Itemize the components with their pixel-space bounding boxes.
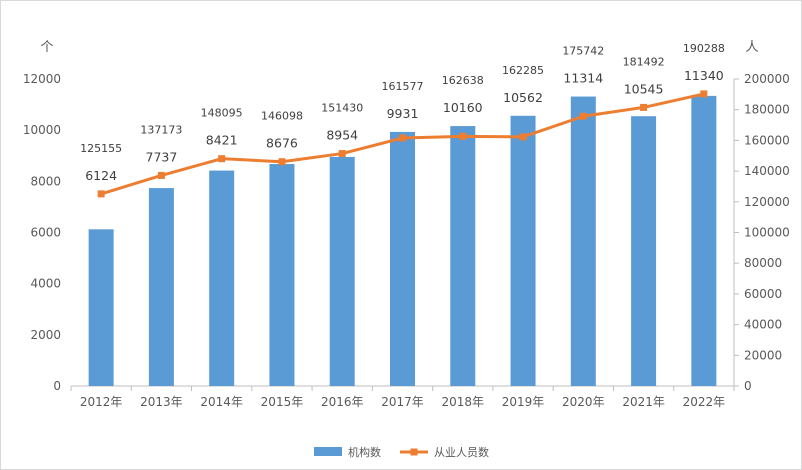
line-data-label: 125155: [80, 142, 122, 155]
bar: [88, 229, 114, 386]
bars: [88, 95, 717, 387]
line-data-label: 151430: [321, 102, 363, 115]
bar-data-label: 8421: [206, 133, 238, 148]
y-left-tick-label: 0: [53, 379, 61, 393]
line-data-label: 175742: [562, 45, 604, 58]
legend-label-bar: 机构数: [348, 445, 381, 459]
y-right-tick-label: 180000: [744, 103, 790, 117]
y-right-tick-label: 200000: [744, 72, 790, 86]
y-left-tick-label: 6000: [30, 226, 61, 240]
y-left-tick-label: 8000: [30, 174, 61, 188]
line-point: [157, 171, 165, 179]
x-tick-label: 2021年: [622, 395, 665, 409]
bar-data-label: 8676: [266, 136, 298, 151]
bar: [450, 126, 476, 386]
x-tick-label: 2022年: [683, 395, 726, 409]
line-data-label: 146098: [261, 110, 303, 123]
x-tick-label: 2019年: [502, 395, 545, 409]
line-point: [459, 132, 467, 140]
bar-data-label: 11314: [563, 71, 603, 86]
bar-data-label: 9931: [387, 106, 419, 121]
line-point: [278, 158, 286, 166]
bar-data-label: 11340: [684, 68, 724, 83]
y-left-tick-label: 12000: [23, 72, 61, 86]
x-tick-label: 2018年: [441, 395, 484, 409]
y-right-tick-label: 160000: [744, 133, 790, 147]
bar-data-label: 8954: [326, 128, 358, 143]
line-series: [97, 90, 708, 198]
y-left-unit: 个: [40, 40, 53, 55]
y-left-tick-label: 2000: [30, 328, 61, 342]
bar: [510, 115, 536, 387]
x-tick-label: 2016年: [321, 395, 364, 409]
bar: [691, 95, 717, 386]
x-tick-label: 2013年: [140, 395, 183, 409]
x-tick-label: 2012年: [80, 395, 123, 409]
y-left-tick-label: 10000: [23, 123, 61, 137]
legend: 机构数 从业人员数: [314, 445, 489, 459]
line-point: [640, 103, 648, 111]
bar-data-label: 10160: [443, 100, 483, 115]
bar: [148, 188, 174, 386]
y-right-unit: 人: [745, 40, 758, 55]
bar-data-label: 10562: [503, 90, 543, 105]
y-right-tick-label: 0: [744, 379, 752, 393]
x-tick-label: 2017年: [381, 395, 424, 409]
line-point: [97, 190, 105, 198]
y-right-tick-label: 40000: [744, 318, 782, 332]
y-right-tick-label: 100000: [744, 226, 790, 240]
line-point: [218, 155, 226, 163]
line-data-label: 137173: [140, 123, 182, 136]
bar: [570, 96, 596, 386]
bar-data-label: 10545: [624, 81, 664, 96]
line-data-label: 148095: [201, 107, 243, 120]
line-data-label: 181492: [623, 55, 665, 68]
y-right-tick-label: 140000: [744, 164, 790, 178]
line-data-label: 190288: [683, 42, 725, 55]
bar: [329, 156, 355, 386]
line-point: [338, 150, 346, 158]
x-tick-label: 2015年: [261, 395, 304, 409]
bar: [209, 170, 235, 386]
line-labels: 125155 137173 148095 146098 151430 161577 1626…: [80, 42, 725, 155]
x-tick-label: 2020年: [562, 395, 605, 409]
bar-data-label: 6124: [85, 168, 117, 183]
y-right-tick-label: 80000: [744, 256, 782, 270]
line-point: [579, 112, 587, 120]
x-tick-label: 2014年: [200, 395, 243, 409]
bar-data-label: 7737: [146, 149, 178, 164]
line-point: [399, 134, 406, 142]
legend-label-line: 从业人员数: [434, 446, 489, 459]
bar: [631, 116, 657, 386]
bar: [390, 131, 415, 386]
axes: 0200040006000800010000120000200004000060…: [23, 40, 790, 409]
line-data-label: 162285: [502, 64, 544, 77]
bar: [269, 164, 295, 386]
line-data-label: 162638: [442, 74, 484, 87]
y-right-tick-label: 120000: [744, 195, 790, 209]
line-data-label: 161577: [382, 80, 424, 93]
y-right-tick-label: 60000: [744, 287, 782, 301]
bar-labels: 6124 7737 8421 8676 8954 9931 10160 10562 11314 1…: [85, 68, 724, 183]
legend-swatch-bar: [314, 447, 342, 456]
line-point: [700, 90, 708, 98]
legend-swatch-marker: [410, 448, 418, 456]
y-left-tick-label: 4000: [30, 277, 61, 291]
line-point: [519, 133, 527, 141]
y-right-tick-label: 20000: [744, 348, 782, 362]
